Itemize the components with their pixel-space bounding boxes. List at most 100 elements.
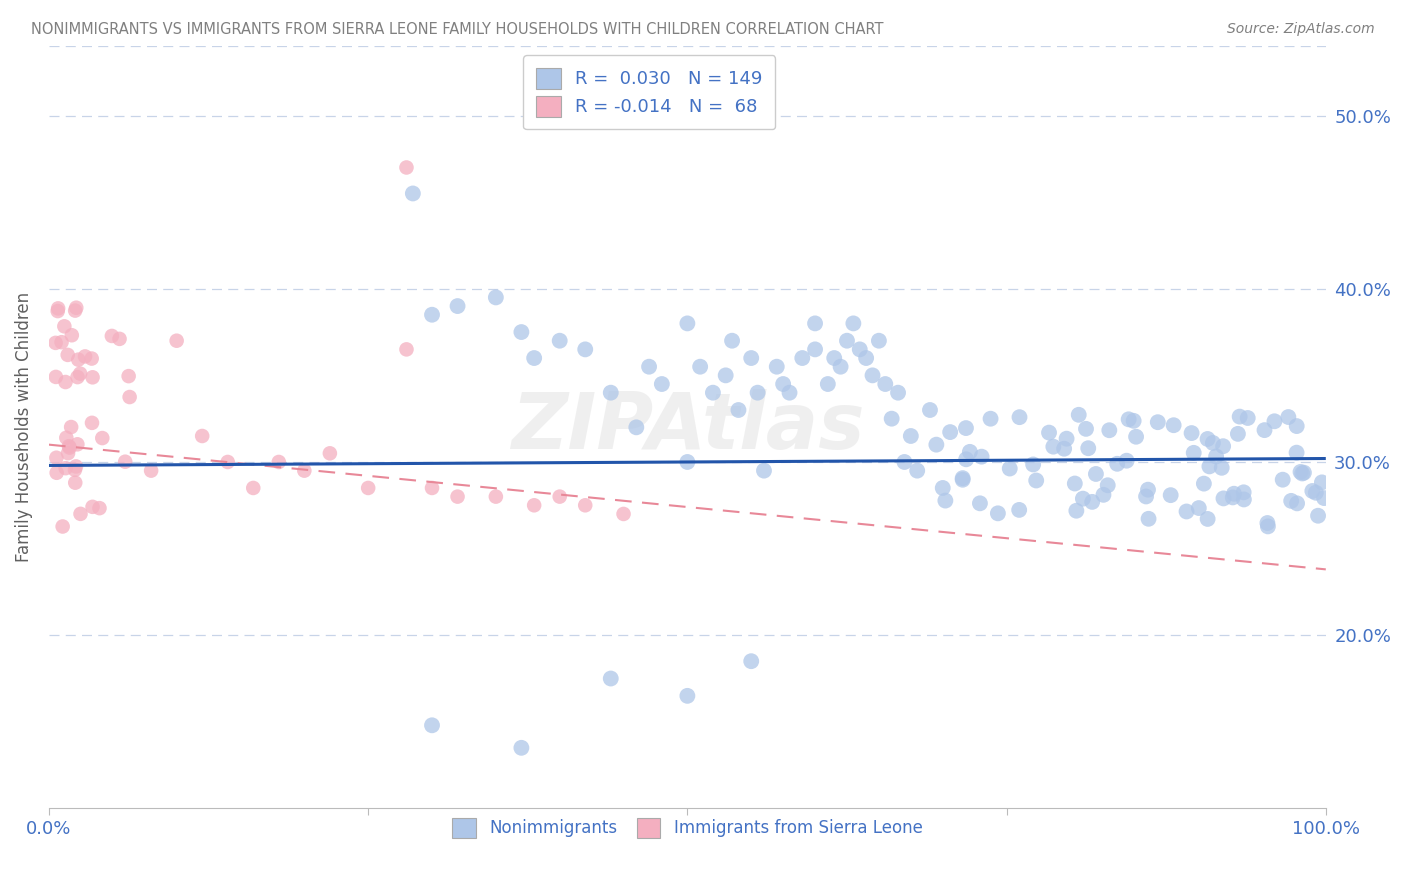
Point xyxy=(721,334,744,348)
Point xyxy=(1025,474,1047,488)
Point xyxy=(987,506,1010,520)
Point xyxy=(676,317,699,331)
Point xyxy=(868,334,890,348)
Point xyxy=(80,351,103,366)
Point xyxy=(792,351,814,365)
Point xyxy=(651,377,673,392)
Point xyxy=(804,317,827,331)
Point xyxy=(880,411,903,425)
Point xyxy=(932,481,955,495)
Point xyxy=(420,481,443,495)
Point xyxy=(46,304,69,318)
Point xyxy=(823,351,845,365)
Point xyxy=(1277,410,1299,425)
Point xyxy=(45,466,67,480)
Point xyxy=(1188,501,1211,516)
Point xyxy=(55,431,77,445)
Point xyxy=(1271,473,1294,487)
Point xyxy=(1310,475,1333,490)
Point xyxy=(1306,508,1329,523)
Point xyxy=(959,445,981,459)
Point xyxy=(772,377,794,392)
Point xyxy=(166,334,188,348)
Point xyxy=(402,186,425,201)
Point xyxy=(939,425,962,439)
Point xyxy=(1292,466,1315,480)
Point xyxy=(55,461,77,475)
Point xyxy=(52,519,75,533)
Point xyxy=(89,501,111,516)
Point xyxy=(420,308,443,322)
Point xyxy=(970,450,993,464)
Point xyxy=(1137,483,1160,497)
Point xyxy=(1175,504,1198,518)
Point xyxy=(779,385,801,400)
Point xyxy=(1253,423,1275,437)
Point xyxy=(1063,476,1085,491)
Point xyxy=(395,161,418,175)
Point xyxy=(848,343,870,357)
Point xyxy=(1197,432,1219,446)
Point xyxy=(1098,423,1121,437)
Point xyxy=(1226,426,1249,441)
Point xyxy=(51,335,73,350)
Point xyxy=(905,464,928,478)
Point xyxy=(485,490,508,504)
Legend: Nonimmigrants, Immigrants from Sierra Leone: Nonimmigrants, Immigrants from Sierra Le… xyxy=(444,810,931,846)
Point xyxy=(934,493,956,508)
Point xyxy=(842,317,865,331)
Point xyxy=(1071,491,1094,506)
Point xyxy=(65,459,87,474)
Point xyxy=(101,329,124,343)
Point xyxy=(108,332,131,346)
Point xyxy=(574,498,596,512)
Point xyxy=(765,359,787,374)
Point xyxy=(1092,488,1115,502)
Point xyxy=(59,441,82,455)
Point xyxy=(1192,476,1215,491)
Point xyxy=(73,350,96,364)
Point xyxy=(925,437,948,451)
Point xyxy=(887,385,910,400)
Point xyxy=(817,377,839,392)
Point xyxy=(395,343,418,357)
Point xyxy=(292,464,315,478)
Point xyxy=(900,429,922,443)
Point xyxy=(58,439,80,453)
Text: Source: ZipAtlas.com: Source: ZipAtlas.com xyxy=(1227,22,1375,37)
Point xyxy=(1286,496,1309,510)
Point xyxy=(1180,426,1202,441)
Point xyxy=(893,455,915,469)
Point xyxy=(747,385,769,400)
Point xyxy=(56,348,79,362)
Point xyxy=(45,370,67,384)
Point xyxy=(1257,519,1279,533)
Point xyxy=(1236,411,1258,425)
Point xyxy=(91,431,114,445)
Point xyxy=(1074,422,1097,436)
Point xyxy=(855,351,877,365)
Point xyxy=(830,359,852,374)
Point xyxy=(969,496,991,510)
Point xyxy=(1053,442,1076,456)
Point xyxy=(65,475,87,490)
Point xyxy=(980,411,1002,425)
Point xyxy=(1022,458,1045,472)
Point xyxy=(1305,485,1327,500)
Point xyxy=(1289,465,1312,479)
Point xyxy=(1107,457,1129,471)
Point xyxy=(998,461,1021,475)
Point xyxy=(485,290,508,304)
Point xyxy=(66,437,89,451)
Point xyxy=(191,429,214,443)
Point xyxy=(53,319,76,334)
Point xyxy=(1066,504,1088,518)
Point xyxy=(1008,410,1031,425)
Point xyxy=(1222,491,1244,505)
Point xyxy=(80,416,103,430)
Point xyxy=(676,455,699,469)
Point xyxy=(955,421,977,435)
Point xyxy=(1229,409,1251,424)
Point xyxy=(1163,418,1185,433)
Point xyxy=(523,498,546,512)
